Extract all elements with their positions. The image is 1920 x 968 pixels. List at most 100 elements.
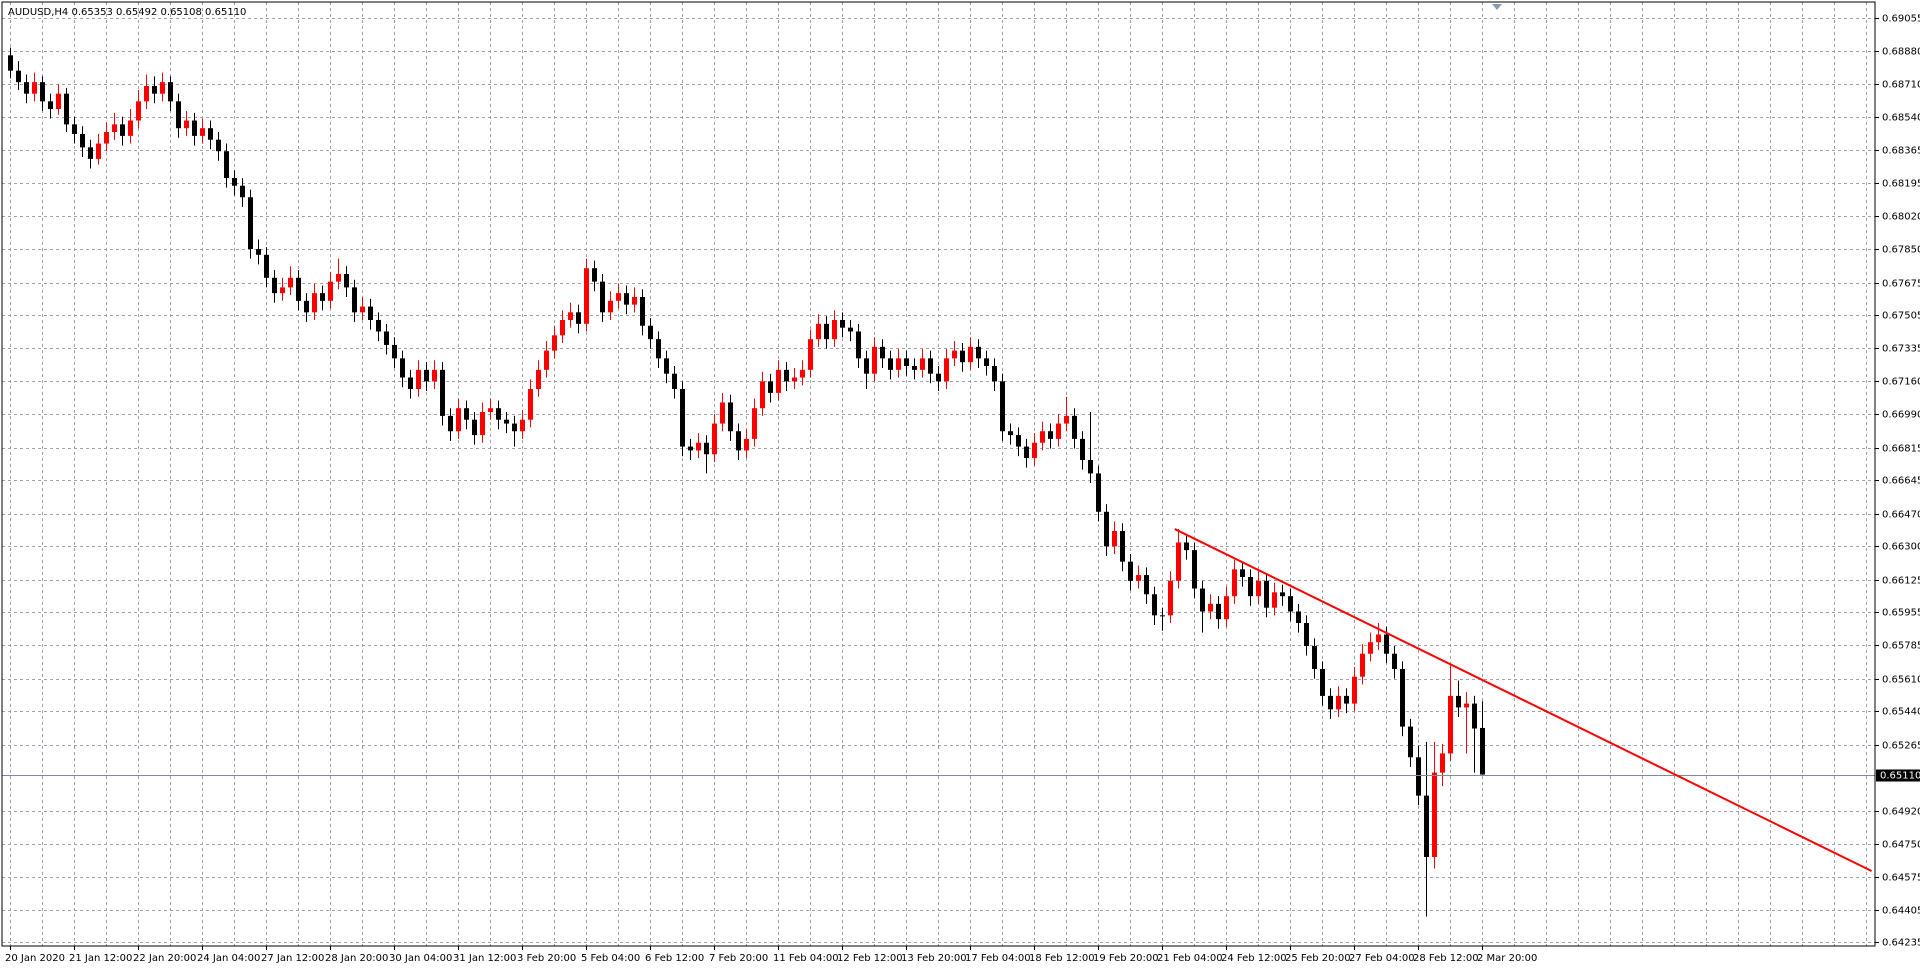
candle-body [464,408,469,420]
candle-body [784,369,789,382]
x-tick-label: 28 Feb 12:00 [1413,953,1479,964]
x-tick-label: 22 Jan 20:00 [133,953,196,964]
candle-body [1000,381,1005,432]
y-tick-label: 0.68365 [1882,146,1920,157]
candle-body [1064,415,1069,424]
candle-body [600,281,605,313]
candle-body [1072,415,1077,439]
candle-body [1216,603,1221,620]
candle-body [1424,795,1429,858]
x-tick-label: 5 Feb 04:00 [581,953,640,964]
candle-body [672,373,677,390]
y-tick-label: 0.66990 [1882,410,1920,421]
x-tick-label: 7 Feb 20:00 [709,953,768,964]
candle-body [648,325,653,340]
candle-body [200,128,205,136]
candle-body [48,101,53,110]
candle-body [312,293,317,313]
candle-body [760,381,765,409]
candle-body [848,327,853,332]
x-tick-label: 27 Jan 12:00 [261,953,324,964]
y-tick-label: 0.65265 [1882,741,1920,752]
candle-body [1224,596,1229,620]
candle-body [704,442,709,455]
y-tick-label: 0.67675 [1882,279,1920,290]
x-tick-label: 21 Feb 04:00 [1157,953,1223,964]
x-tick-label: 11 Feb 04:00 [773,953,839,964]
candle-body [1168,580,1173,616]
candle-body [816,323,821,340]
candle-body [184,120,189,129]
candle-body [904,358,909,367]
candle-body [1136,575,1141,581]
candle-body [1024,446,1029,459]
y-tick-label: 0.64235 [1882,938,1920,949]
candle-body [344,273,349,288]
y-tick-label: 0.68540 [1882,113,1920,124]
axes: 0.69055 0.68880 0.68710 0.68540 0.68365 0.681… [5,14,1920,964]
candle-body [888,358,893,370]
candle-body [128,120,133,136]
candle-body [264,254,269,278]
candle-body [952,350,957,359]
candle-body [320,293,325,301]
x-tick-label: 27 Feb 04:00 [1349,953,1415,964]
candle-body [1048,431,1053,439]
y-tick-label: 0.68710 [1882,80,1920,91]
current-price-label: 0.65110 [1880,771,1920,782]
candle-body [168,82,173,102]
candle-body [912,366,917,370]
x-tick-label: 17 Feb 04:00 [965,953,1031,964]
candle-body [144,86,149,102]
candle-body [536,369,541,390]
candle-body [472,419,477,436]
x-tick-label: 6 Feb 12:00 [645,953,704,964]
x-tick-label: 19 Feb 20:00 [1093,953,1159,964]
x-tick-label: 21 Jan 12:00 [69,953,132,964]
current-price-box [1876,769,1920,782]
candle-body [1464,703,1469,708]
candle-body [1152,594,1157,616]
candle-body [1376,634,1381,643]
x-tick-label: 2 Mar 20:00 [1477,953,1537,964]
candle-body [136,101,141,121]
candle-body [776,369,781,393]
y-tick-label: 0.67505 [1882,311,1920,322]
y-tick-label: 0.66470 [1882,510,1920,521]
candle-body [1432,772,1437,858]
candle-body [608,300,613,313]
candle-body [520,419,525,432]
y-tick-label: 0.64405 [1882,906,1920,917]
candle-body [232,178,237,186]
trendline [1174,528,1873,872]
candle-body [1248,576,1253,597]
y-tick-label: 0.68020 [1882,212,1920,223]
candle-body [768,381,773,393]
candle-body [744,438,749,451]
candle-body [336,273,341,282]
candle-body [1160,615,1165,617]
candle-body [416,369,421,390]
y-tick-label: 0.65785 [1882,641,1920,652]
candle-body [1392,653,1397,670]
candle-body [248,197,253,250]
y-tick-label: 0.66125 [1882,576,1920,587]
candle-body [960,350,965,363]
candle-body [192,120,197,136]
candle-body [1096,473,1101,512]
shift-marker [1492,4,1502,10]
candle-body [944,358,949,382]
candle-body [1352,676,1357,704]
candle-body [1104,511,1109,547]
x-tick-label: 12 Feb 12:00 [837,953,903,964]
candle-body [528,389,533,420]
candle-body [976,346,981,359]
candle-body [1192,550,1197,589]
candle-body [440,369,445,416]
candle-body [1448,695,1453,754]
x-tick-label: 18 Feb 12:00 [1029,953,1095,964]
candle-body [432,369,437,382]
candle-body [224,151,229,179]
candle-body [928,358,933,374]
